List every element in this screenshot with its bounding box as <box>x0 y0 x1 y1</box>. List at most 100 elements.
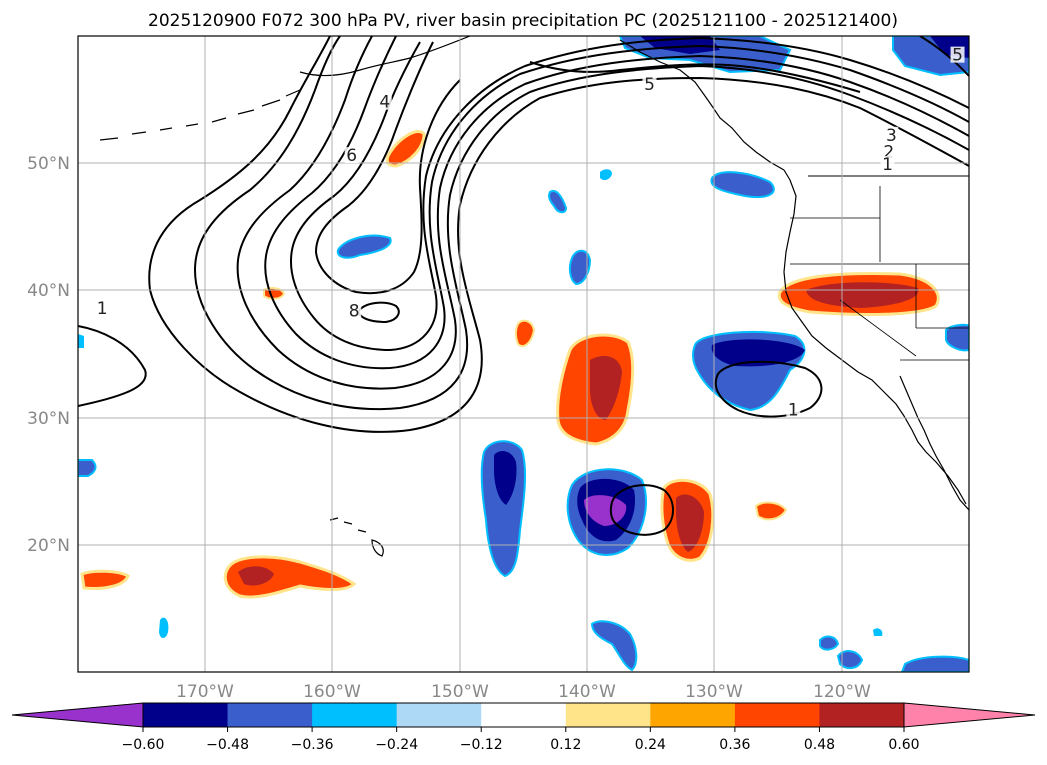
pv-contour-label-bg <box>884 126 899 143</box>
pv-contour-1-coast-high <box>714 360 823 418</box>
precip-fill-layer <box>78 36 969 672</box>
lon-axis: 170°W 160°W 150°W 140°W 130°W 120°W <box>176 682 871 702</box>
colorbar-tick-label: 0.36 <box>719 737 750 753</box>
colorbar-tick-label: −0.60 <box>122 737 165 753</box>
colorbar: −0.60 −0.48 −0.36 −0.24 −0.12 0.12 0.24 0.36 0.4… <box>11 702 1036 753</box>
precip-neg-blob-sw1 <box>819 635 840 651</box>
pv-contour-6 <box>314 41 461 295</box>
pv-contour-ne-corner <box>919 36 969 77</box>
pv-contour-label-bg <box>786 401 801 418</box>
pv-contour-label-bg <box>347 302 362 319</box>
pv-contour-1-subtropic <box>609 484 674 536</box>
colorbar-tick-label: 0.24 <box>635 737 666 753</box>
colorbar-tick-label: −0.48 <box>206 737 249 753</box>
lon-label-130w: 130°W <box>685 682 743 702</box>
precip-neg-blob-160w <box>336 234 392 259</box>
colorbar-tick-label: 0.48 <box>804 737 835 753</box>
pv-contour-label: 6 <box>346 146 357 166</box>
pv-contour-label-bg <box>642 75 657 92</box>
precip-neg-blob-west-edge2 <box>78 334 84 348</box>
precip-neg-blob-bc <box>710 171 775 198</box>
precip-pos-blob-125w <box>754 501 788 521</box>
precip-neg-core-west-coast <box>711 339 805 367</box>
colorbar-segment <box>481 703 567 727</box>
pv-contour-layer <box>78 36 969 536</box>
precip-pos-blob-143w <box>514 319 536 348</box>
precip-neg-blob-e1 <box>945 323 969 352</box>
lat-label-30n: 30°N <box>27 409 70 429</box>
precip-pos-core-140w <box>590 356 622 420</box>
map-title: 2025120900 F072 300 hPa PV, river basin … <box>148 11 898 31</box>
pv-contour-label: 2 <box>883 142 894 162</box>
colorbar-tick-label: 0.60 <box>888 737 919 753</box>
pv-contour-2 <box>193 36 969 411</box>
precip-pos-core-165w <box>238 566 274 586</box>
pv-contour-label-bg <box>344 147 359 164</box>
lon-label-170w: 170°W <box>176 682 234 702</box>
precip-pos-blob-far-west <box>80 569 130 590</box>
lon-label-160w: 160°W <box>303 682 361 702</box>
precip-neg-blob-south1 <box>159 617 169 638</box>
alaska-southeast-coast <box>619 39 785 171</box>
lon-label-150w: 150°W <box>431 682 489 702</box>
map-background <box>78 36 969 672</box>
colorbar-segment <box>650 703 736 727</box>
pv-contour-label: 5 <box>644 75 655 95</box>
colorbar-segment <box>734 703 820 727</box>
colorbar-frame <box>142 702 905 728</box>
precip-pos-core-134w <box>676 494 704 552</box>
pv-contour-1-main <box>148 36 969 433</box>
pv-contour-label-bg <box>881 143 896 160</box>
lat-label-50n: 50°N <box>27 154 70 174</box>
colorbar-segment <box>143 703 229 727</box>
pv-contour-label-bg <box>95 299 110 316</box>
colorbar-extend-high <box>903 702 1036 728</box>
pv-contour-3 <box>236 36 969 390</box>
precip-neg-extreme-138w <box>584 495 627 526</box>
pv-contour-label: 1 <box>882 155 893 175</box>
lat-axis: 50°N 40°N 30°N 20°N <box>27 154 70 556</box>
precip-neg-blob-se <box>900 655 969 672</box>
pv-contour-label: 1 <box>788 401 799 421</box>
pv-contour-label: 5 <box>952 46 963 66</box>
colorbar-extend-low <box>11 702 144 728</box>
colorbar-segment <box>227 703 313 727</box>
lat-label-20n: 20°N <box>27 536 70 556</box>
colorbar-segment <box>565 703 651 727</box>
precip-neg-blob-south2 <box>590 620 638 672</box>
colorbar-tick-label: 0.12 <box>550 737 581 753</box>
colorbar-tick-label: −0.24 <box>375 737 418 753</box>
pv-contour-8 <box>356 301 400 324</box>
pv-contour-1-west <box>78 325 147 407</box>
precip-neg-blob-sw2 <box>836 650 864 670</box>
precip-neg-core-147w <box>494 450 517 505</box>
colorbar-tick-label: −0.36 <box>291 737 334 753</box>
pv-contour-5 <box>290 36 969 352</box>
state-lines <box>790 186 969 361</box>
baja-peninsula <box>899 375 969 511</box>
pv-contour-label-bg <box>377 93 392 110</box>
pv-contour-label-bg <box>950 46 965 63</box>
lon-label-140w: 140°W <box>558 682 616 702</box>
pv-contour-5-north <box>529 61 861 93</box>
colorbar-segment <box>312 703 398 727</box>
alaska-coastline <box>299 36 471 77</box>
pv-contour-label: 3 <box>886 126 897 146</box>
precip-neg-blob-145w <box>568 249 592 286</box>
pv-contour-4 <box>264 36 969 370</box>
map-frame <box>77 35 970 673</box>
lat-label-40n: 40°N <box>27 281 70 301</box>
pv-contour-label: 4 <box>379 93 390 113</box>
hawaii-islands <box>329 517 384 557</box>
precip-neg-blob-e2 <box>873 628 883 636</box>
precip-pos-core-california <box>806 282 919 308</box>
aleutian-islands <box>99 89 301 141</box>
precip-neg-blob-west-edge1 <box>78 459 97 477</box>
gridline-layer <box>78 36 969 672</box>
precip-neg-blob-small2 <box>600 169 612 181</box>
pv-contour-label: 8 <box>349 301 360 321</box>
